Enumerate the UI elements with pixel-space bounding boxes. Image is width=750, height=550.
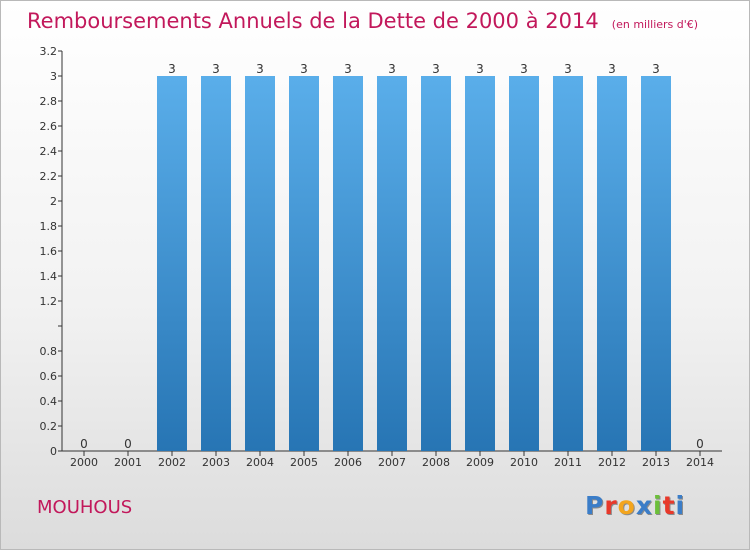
bar-series [157, 76, 671, 451]
brand-letter: i [653, 491, 663, 520]
bar-value-label: 0 [80, 437, 88, 451]
brand-letter: o [617, 491, 636, 520]
x-tick-label: 2003 [202, 456, 230, 469]
x-tick-label: 2001 [114, 456, 142, 469]
x-tick-label: 2000 [70, 456, 98, 469]
y-tick-label: 0.4 [40, 395, 58, 408]
y-tick-label: 2.2 [40, 170, 58, 183]
y-tick-label: 2.4 [40, 145, 58, 158]
chart-title-unit: (en milliers d'€) [611, 18, 699, 31]
bar [201, 76, 231, 451]
y-tick-label: 3.2 [40, 45, 58, 58]
bar-value-label: 0 [696, 437, 704, 451]
bar [509, 76, 539, 451]
value-labels: 0 0 3 3 3 3 3 3 3 3 3 3 3 3 0 [80, 62, 704, 451]
y-tick-label: 1.8 [40, 220, 58, 233]
brand-letter: x [635, 491, 653, 520]
bar-value-label: 3 [168, 62, 176, 76]
chart-title: Remboursements Annuels de la Dette de 20… [27, 9, 698, 33]
y-tick-label: 0 [50, 445, 57, 458]
bar-value-label: 3 [432, 62, 440, 76]
bar [465, 76, 495, 451]
y-tick-label: 1.4 [40, 270, 58, 283]
y-tick-label: 1.6 [40, 245, 58, 258]
x-tick-label: 2008 [422, 456, 450, 469]
y-tick-label: 1.2 [40, 295, 58, 308]
x-tick-label: 2006 [334, 456, 362, 469]
y-tick-label: 0.2 [40, 420, 58, 433]
bar [377, 76, 407, 451]
y-tick-label: 0.6 [40, 370, 58, 383]
x-tick-label: 2005 [290, 456, 318, 469]
bar [333, 76, 363, 451]
bar-value-label: 3 [520, 62, 528, 76]
x-axis: 2000 2001 2002 2003 2004 2005 2006 2007 2008 2009… [62, 450, 722, 469]
brand-letter: r [604, 491, 618, 520]
y-tick-label: 2 [50, 195, 57, 208]
bar-value-label: 0 [124, 437, 132, 451]
bar-value-label: 3 [388, 62, 396, 76]
bar [245, 76, 275, 451]
x-tick-label: 2014 [686, 456, 714, 469]
y-tick-label: 0.8 [40, 345, 58, 358]
x-tick-label: 2007 [378, 456, 406, 469]
bar-value-label: 3 [212, 62, 220, 76]
x-tick-label: 2010 [510, 456, 538, 469]
x-tick-label: 2004 [246, 456, 274, 469]
bar [597, 76, 627, 451]
x-tick-label: 2002 [158, 456, 186, 469]
bar [641, 76, 671, 451]
bar-value-label: 3 [564, 62, 572, 76]
bar-value-label: 3 [256, 62, 264, 76]
bar [421, 76, 451, 451]
proxiti-logo[interactable]: Proxiti [585, 491, 685, 520]
x-tick-label: 2013 [642, 456, 670, 469]
chart-title-main: Remboursements Annuels de la Dette de 20… [27, 9, 599, 33]
bar-value-label: 3 [652, 62, 660, 76]
bar-value-label: 3 [608, 62, 616, 76]
commune-name: MOUHOUS [37, 497, 133, 518]
y-tick-label: 2.8 [40, 95, 58, 108]
bar-value-label: 3 [300, 62, 308, 76]
x-tick-label: 2009 [466, 456, 494, 469]
bar [553, 76, 583, 451]
x-tick-label: 2011 [554, 456, 582, 469]
bar [157, 76, 187, 451]
y-tick-label: 2.6 [40, 120, 58, 133]
bar-value-label: 3 [476, 62, 484, 76]
bar-value-label: 3 [344, 62, 352, 76]
x-tick-label: 2012 [598, 456, 626, 469]
y-axis: 0 0.2 0.4 0.6 0.8 1.2 1.4 1.6 1.8 2 2.2 2.4 2.6 2.8 3 3… [40, 45, 63, 458]
brand-letter: t [662, 491, 676, 520]
brand-letter: i [675, 491, 686, 520]
bar [289, 76, 319, 451]
y-tick-label: 3 [50, 70, 57, 83]
brand-letter: P [585, 491, 605, 520]
